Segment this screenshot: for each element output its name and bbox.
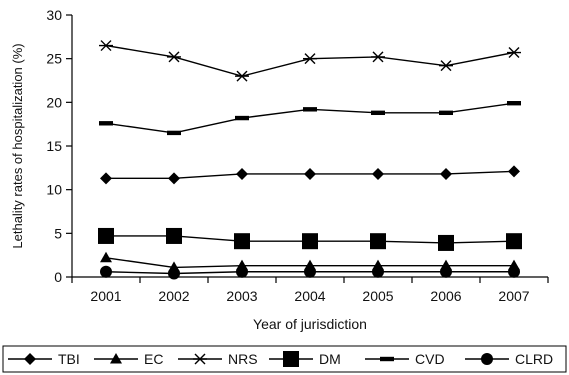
data-point-clrd xyxy=(236,265,248,278)
x-tick-label: 2005 xyxy=(362,288,393,304)
data-point-cvd xyxy=(235,115,249,121)
series-clrd xyxy=(100,265,520,280)
data-point-cvd xyxy=(439,110,453,116)
x-axis-label: Year of jurisdiction xyxy=(253,316,367,332)
x-tick-label: 2006 xyxy=(430,288,461,304)
y-axis-label: Lethality rates of hospitalization (%) xyxy=(10,43,25,248)
series-nrs xyxy=(99,40,521,82)
data-point-tbi xyxy=(168,172,180,185)
x-tick-label: 2007 xyxy=(498,288,529,304)
y-tick-label: 10 xyxy=(46,182,62,198)
data-point-tbi xyxy=(508,165,520,178)
legend-marker-clrd xyxy=(481,353,493,365)
series-line-nrs xyxy=(105,44,515,77)
y-tick-label: 30 xyxy=(46,7,62,23)
legend-label-ec: EC xyxy=(144,351,163,367)
data-point-dm xyxy=(370,233,386,250)
legend-marker-tbi xyxy=(24,353,36,365)
data-point-clrd xyxy=(100,265,112,278)
data-point-dm xyxy=(506,233,522,250)
data-point-clrd xyxy=(440,265,452,278)
legend-box xyxy=(2,345,567,373)
legend-label-cvd: CVD xyxy=(415,351,445,367)
x-tick-label: 2001 xyxy=(90,288,121,304)
data-point-ec xyxy=(100,251,112,263)
legend: TBI EC NRS DM CVD CLRD xyxy=(2,345,567,373)
data-point-tbi xyxy=(372,167,384,180)
data-point-cvd xyxy=(371,110,385,116)
legend-item-clrd: CLRD xyxy=(465,351,553,367)
legend-marker-nrs xyxy=(193,353,207,365)
data-point-cvd xyxy=(303,107,317,112)
y-tick-label: 0 xyxy=(54,269,62,285)
x-ticks: 2001 2002 2003 2004 2005 2006 2007 xyxy=(71,277,549,304)
data-point-nrs xyxy=(167,51,181,63)
legend-marker-cvd xyxy=(380,356,394,362)
y-tick-label: 5 xyxy=(54,225,62,241)
data-point-nrs xyxy=(371,51,385,63)
x-tick-label: 2002 xyxy=(158,288,189,304)
x-tick-label: 2003 xyxy=(226,288,257,304)
y-tick-label: 25 xyxy=(46,51,62,67)
data-point-dm xyxy=(302,233,318,250)
data-point-tbi xyxy=(100,172,112,185)
y-tick-label: 15 xyxy=(46,138,62,154)
y-ticks: 0 5 10 15 20 25 30 xyxy=(46,7,72,285)
series-dm xyxy=(98,227,522,251)
legend-item-dm: DM xyxy=(269,351,341,367)
data-point-dm xyxy=(438,234,454,251)
legend-marker-ec xyxy=(110,353,122,364)
series-tbi xyxy=(100,165,520,185)
series-layer xyxy=(98,40,522,280)
data-point-tbi xyxy=(304,167,316,180)
data-point-nrs xyxy=(507,47,521,59)
x-tick-label: 2004 xyxy=(294,288,325,304)
legend-item-tbi: TBI xyxy=(8,351,80,367)
data-point-dm xyxy=(166,227,182,244)
data-point-cvd xyxy=(99,121,113,126)
series-cvd xyxy=(99,101,521,136)
data-point-tbi xyxy=(440,167,452,180)
data-point-nrs xyxy=(235,70,249,82)
data-point-nrs xyxy=(99,40,113,52)
y-tick-label: 20 xyxy=(46,94,62,110)
legend-item-ec: EC xyxy=(94,351,163,367)
legend-item-nrs: NRS xyxy=(178,351,258,367)
legend-label-dm: DM xyxy=(319,351,341,367)
data-point-tbi xyxy=(236,167,248,180)
data-point-cvd xyxy=(507,101,521,106)
legend-label-clrd: CLRD xyxy=(515,351,553,367)
legend-item-cvd: CVD xyxy=(365,351,445,367)
data-point-nrs xyxy=(439,60,453,72)
data-point-clrd xyxy=(372,265,384,278)
legend-label-tbi: TBI xyxy=(58,351,80,367)
legend-marker-dm xyxy=(283,351,299,367)
legend-label-nrs: NRS xyxy=(228,351,258,367)
data-point-clrd xyxy=(168,267,180,280)
data-point-clrd xyxy=(508,265,520,278)
data-point-clrd xyxy=(304,265,316,278)
data-point-dm xyxy=(234,233,250,250)
data-point-nrs xyxy=(303,53,317,65)
data-point-cvd xyxy=(167,130,181,136)
data-point-dm xyxy=(98,227,114,244)
